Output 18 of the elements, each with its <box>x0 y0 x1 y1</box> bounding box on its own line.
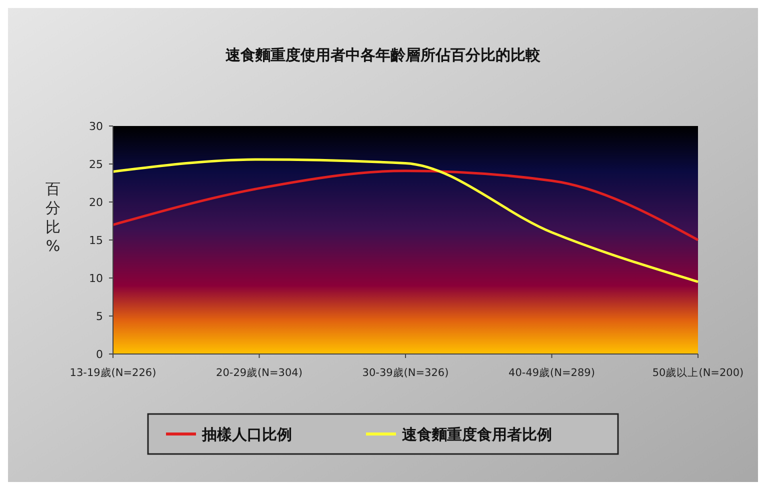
y-tick-label: 30 <box>89 120 103 133</box>
y-tick-label: 15 <box>89 234 103 247</box>
legend-label: 速食麵重度食用者比例 <box>402 425 552 444</box>
legend-label: 抽樣人口比例 <box>201 425 292 444</box>
line-series <box>112 170 700 242</box>
y-axis-title: 百分比% <box>46 180 60 255</box>
y-tick-label: 25 <box>89 158 103 171</box>
chart-title: 速食麵重度使用者中各年齡層所佔百分比的比較 <box>226 46 542 64</box>
line-series <box>112 158 700 284</box>
y-tick-label: 10 <box>89 272 103 285</box>
y-tick-label: 20 <box>89 196 103 209</box>
y-tick-label: 5 <box>96 310 103 323</box>
x-tick-label: 13-19歲(N=226) <box>70 366 156 379</box>
x-tick-label: 20-29歲(N=304) <box>216 366 302 379</box>
x-tick-label: 40-49歲(N=289) <box>508 366 595 379</box>
x-tick-label: 30-39歲(N=326) <box>362 366 449 379</box>
x-tick-label: 50歲以上(N=200) <box>652 366 744 379</box>
y-tick-label: 0 <box>96 348 103 361</box>
